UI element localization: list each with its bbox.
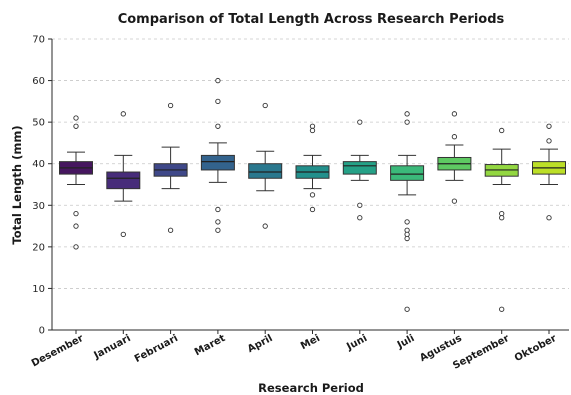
outlier-point — [309, 206, 316, 213]
grid — [52, 38, 569, 289]
outlier-point — [357, 202, 363, 208]
outlier-point — [499, 306, 505, 312]
x-tick-label: Juli — [395, 333, 417, 351]
outlier-point — [73, 223, 79, 229]
outlier-point — [215, 219, 221, 225]
y-tick-label: 40 — [32, 159, 45, 170]
x-ticks: Desember Januari Februari Maret April Mei Juni… — [30, 330, 559, 372]
chart-title: Comparison of Total Length Across Resear… — [118, 12, 505, 27]
boxes — [59, 77, 566, 312]
y-tick-label: 50 — [32, 118, 45, 129]
outlier-point — [167, 227, 174, 233]
y-tick-label: 60 — [32, 76, 45, 87]
outlier-point — [215, 77, 221, 84]
box-agustus — [437, 111, 472, 204]
outlier-point — [404, 306, 410, 312]
outlier-point — [167, 102, 174, 109]
outlier-point — [120, 111, 126, 117]
outlier-point — [73, 115, 79, 121]
outlier-point — [309, 192, 316, 198]
outlier-point — [262, 223, 268, 229]
box-september — [484, 127, 519, 312]
y-axis-title: Total Length (mm) — [10, 125, 24, 244]
x-axis-title: Research Period — [258, 381, 364, 395]
outlier-point — [546, 138, 552, 144]
outlier-point — [546, 123, 552, 129]
box-juni — [342, 119, 377, 221]
x-tick-label: Maret — [193, 333, 228, 358]
y-tick-label: 20 — [32, 242, 45, 253]
x-tick-label: Februari — [133, 333, 180, 365]
y-tick-label: 10 — [32, 284, 45, 295]
outlier-point — [215, 206, 221, 213]
y-tick-label: 70 — [32, 35, 45, 46]
outlier-point — [499, 215, 505, 221]
box-juli — [390, 111, 425, 312]
outlier-point — [451, 111, 458, 117]
iqr-box — [342, 161, 377, 175]
outlier-point — [215, 227, 221, 233]
box-april — [248, 102, 283, 229]
outlier-point — [404, 219, 410, 225]
outlier-point — [215, 98, 221, 105]
outlier-point — [357, 215, 363, 221]
box-desember — [59, 115, 93, 250]
box-maret — [200, 77, 235, 233]
x-tick-label: Mei — [299, 333, 322, 352]
outlier-point — [451, 198, 458, 204]
box-mei — [295, 123, 330, 213]
box-januari — [106, 111, 141, 238]
outlier-point — [309, 127, 316, 134]
x-tick-label: Januari — [91, 333, 132, 362]
outlier-point — [451, 134, 458, 140]
x-tick-label: Desember — [30, 333, 86, 370]
outlier-point — [404, 235, 410, 242]
outlier-point — [357, 119, 363, 125]
outlier-point — [73, 123, 79, 129]
y-ticks: 0 10 20 30 40 50 60 70 — [32, 35, 52, 337]
outlier-point — [262, 102, 268, 109]
iqr-box — [200, 154, 235, 171]
outlier-point — [404, 119, 410, 125]
outlier-point — [73, 244, 79, 250]
y-tick-label: 0 — [39, 326, 45, 337]
outlier-point — [404, 111, 410, 117]
x-tick-label: Oktober — [513, 333, 559, 364]
outlier-point — [499, 127, 505, 134]
iqr-box — [248, 163, 283, 179]
outlier-point — [215, 123, 221, 129]
iqr-box — [390, 165, 425, 181]
iqr-box — [106, 171, 141, 190]
outlier-point — [546, 215, 552, 221]
x-tick-label: April — [246, 333, 275, 355]
outlier-point — [120, 231, 126, 238]
box-oktober — [532, 123, 566, 221]
box-februari — [153, 102, 188, 233]
outlier-point — [73, 210, 79, 217]
y-tick-label: 30 — [32, 201, 45, 212]
x-tick-label: Juni — [344, 333, 369, 353]
